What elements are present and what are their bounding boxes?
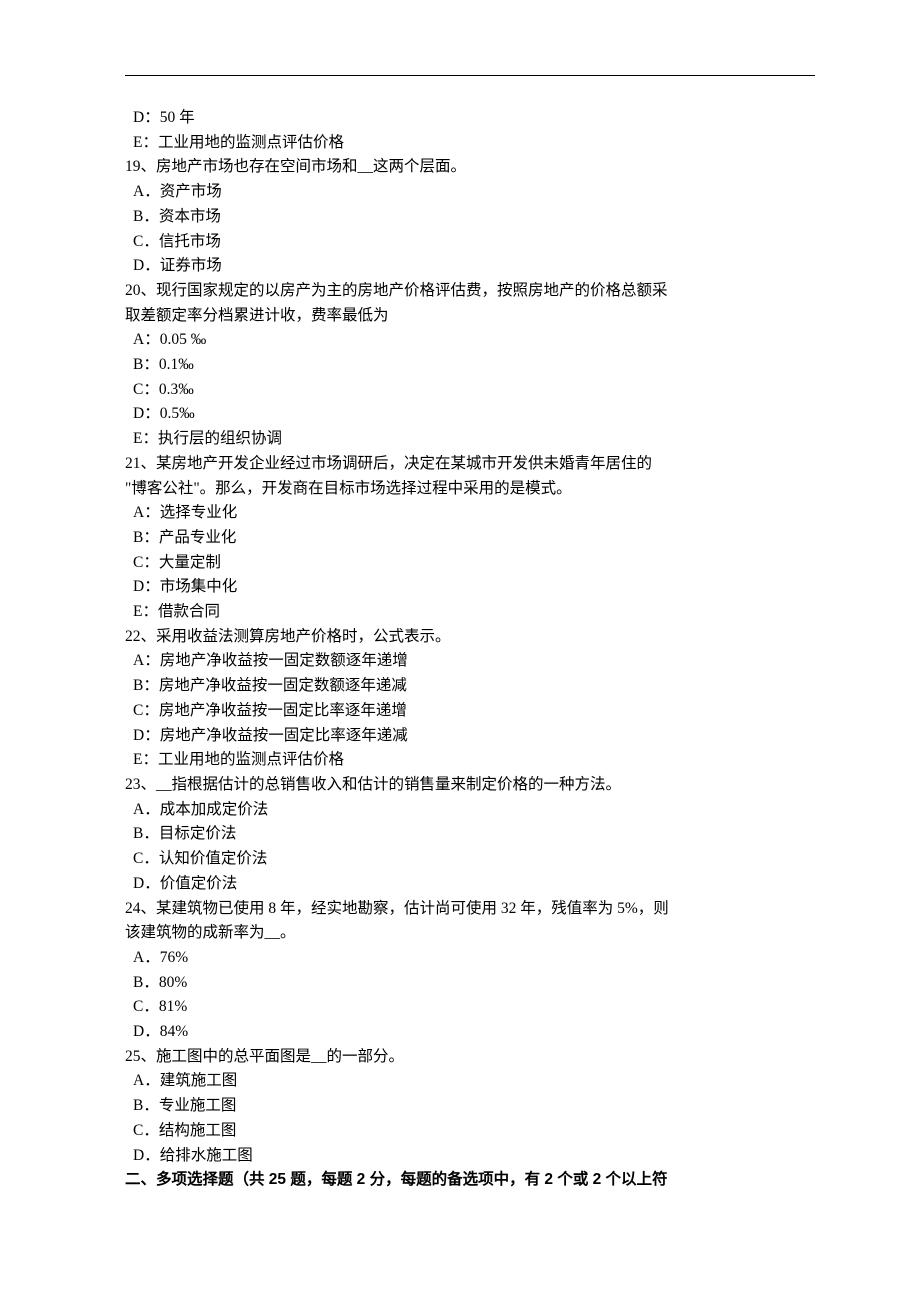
q21-option-c: C：大量定制 — [125, 551, 815, 576]
q20-option-b: B：0.1‰ — [125, 353, 815, 378]
q24-text-line1: 24、某建筑物已使用 8 年，经实地勘察，估计尚可使用 32 年，残值率为 5%… — [125, 897, 815, 922]
q20-option-a: A：0.05 ‰ — [125, 328, 815, 353]
q18-option-d: D：50 年 — [125, 106, 815, 131]
q22-option-b: B：房地产净收益按一固定数额逐年递减 — [125, 674, 815, 699]
q23-text: 23、__指根据估计的总销售收入和估计的销售量来制定价格的一种方法。 — [125, 773, 815, 798]
q22-option-d: D：房地产净收益按一固定比率逐年递减 — [125, 724, 815, 749]
header-separator — [125, 75, 815, 76]
q23-option-b: B．目标定价法 — [125, 822, 815, 847]
q20-option-d: D：0.5‰ — [125, 402, 815, 427]
q22-text: 22、采用收益法测算房地产价格时，公式表示。 — [125, 625, 815, 650]
q21-text-line2: "博客公社"。那么，开发商在目标市场选择过程中采用的是模式。 — [125, 477, 815, 502]
q25-text: 25、施工图中的总平面图是__的一部分。 — [125, 1045, 815, 1070]
q24-option-b: B．80% — [125, 971, 815, 996]
q24-option-a: A．76% — [125, 946, 815, 971]
q25-option-c: C．结构施工图 — [125, 1119, 815, 1144]
q20-option-c: C：0.3‰ — [125, 378, 815, 403]
q23-option-c: C．认知价值定价法 — [125, 847, 815, 872]
q21-option-b: B：产品专业化 — [125, 526, 815, 551]
q20-text-line2: 取差额定率分档累进计收，费率最低为 — [125, 304, 815, 329]
q23-option-a: A．成本加成定价法 — [125, 798, 815, 823]
q23-option-d: D．价值定价法 — [125, 872, 815, 897]
q21-option-d: D：市场集中化 — [125, 575, 815, 600]
q21-text-line1: 21、某房地产开发企业经过市场调研后，决定在某城市开发供未婚青年居住的 — [125, 452, 815, 477]
q25-option-d: D．给排水施工图 — [125, 1144, 815, 1169]
q19-option-d: D．证券市场 — [125, 254, 815, 279]
q22-option-e: E：工业用地的监测点评估价格 — [125, 748, 815, 773]
q25-option-b: B．专业施工图 — [125, 1094, 815, 1119]
q24-option-d: D．84% — [125, 1020, 815, 1045]
q24-option-c: C．81% — [125, 995, 815, 1020]
q20-option-e: E：执行层的组织协调 — [125, 427, 815, 452]
q21-option-a: A：选择专业化 — [125, 501, 815, 526]
section-2-header: 二、多项选择题（共 25 题，每题 2 分，每题的备选项中，有 2 个或 2 个… — [125, 1168, 815, 1193]
q19-option-c: C．信托市场 — [125, 230, 815, 255]
q25-option-a: A．建筑施工图 — [125, 1069, 815, 1094]
q19-text: 19、房地产市场也存在空间市场和__这两个层面。 — [125, 155, 815, 180]
q18-option-e: E：工业用地的监测点评估价格 — [125, 131, 815, 156]
q22-option-a: A：房地产净收益按一固定数额逐年递增 — [125, 649, 815, 674]
q19-option-a: A．资产市场 — [125, 180, 815, 205]
q19-option-b: B．资本市场 — [125, 205, 815, 230]
q21-option-e: E：借款合同 — [125, 600, 815, 625]
q20-text-line1: 20、现行国家规定的以房产为主的房地产价格评估费，按照房地产的价格总额采 — [125, 279, 815, 304]
q24-text-line2: 该建筑物的成新率为__。 — [125, 921, 815, 946]
q22-option-c: C：房地产净收益按一固定比率逐年递增 — [125, 699, 815, 724]
document-page: D：50 年 E：工业用地的监测点评估价格 19、房地产市场也存在空间市场和__… — [0, 0, 920, 1273]
